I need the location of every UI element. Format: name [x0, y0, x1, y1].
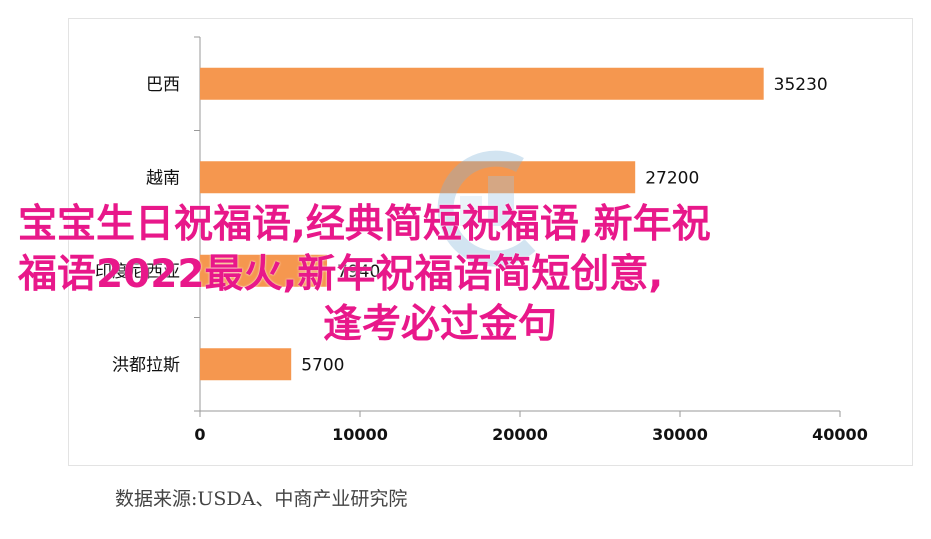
- bar: [200, 161, 636, 194]
- bar: [200, 254, 328, 287]
- category-label: 越南: [146, 168, 180, 188]
- overlay-title-text: 宝宝生日祝福语,经典简短祝福语,新年祝 福语2022最火,新年祝福语简短创意, …: [18, 200, 898, 350]
- source-caption: 数据来源:USDA、中商产业研究院: [115, 488, 408, 510]
- x-tick-label: 0: [194, 425, 205, 444]
- overlay-line-2: 福语2022最火,新年祝福语简短创意,: [18, 252, 664, 297]
- overlay-line-3: 逢考必过金句: [323, 302, 558, 347]
- chart-frame: 0 10000 20000 30000 40000 巴西 35230 越南 27200 印度尼西亚…: [68, 18, 913, 466]
- category-label: 印度尼西亚: [95, 262, 180, 282]
- bar: [200, 67, 764, 100]
- category-label: 洪都拉斯: [112, 355, 180, 375]
- data-label: 7940: [337, 262, 380, 282]
- data-label: 27200: [645, 168, 699, 188]
- x-tick-label: 10000: [332, 425, 388, 444]
- x-tick-label: 30000: [652, 425, 708, 444]
- bar: [200, 348, 292, 381]
- data-label: 35230: [774, 75, 828, 95]
- chart-bars: [200, 67, 764, 381]
- data-label: 5700: [301, 355, 344, 375]
- x-tick-label: 40000: [812, 425, 868, 444]
- chart-labels: 0 10000 20000 30000 40000 巴西 35230 越南 27200 印度尼西亚…: [95, 75, 868, 444]
- overlay-line-1: 宝宝生日祝福语,经典简短祝福语,新年祝: [18, 202, 711, 247]
- x-tick-label: 20000: [492, 425, 548, 444]
- bar-chart: 0 10000 20000 30000 40000 巴西 35230 越南 27200 印度尼西亚…: [95, 36, 868, 444]
- category-label: 巴西: [146, 75, 180, 95]
